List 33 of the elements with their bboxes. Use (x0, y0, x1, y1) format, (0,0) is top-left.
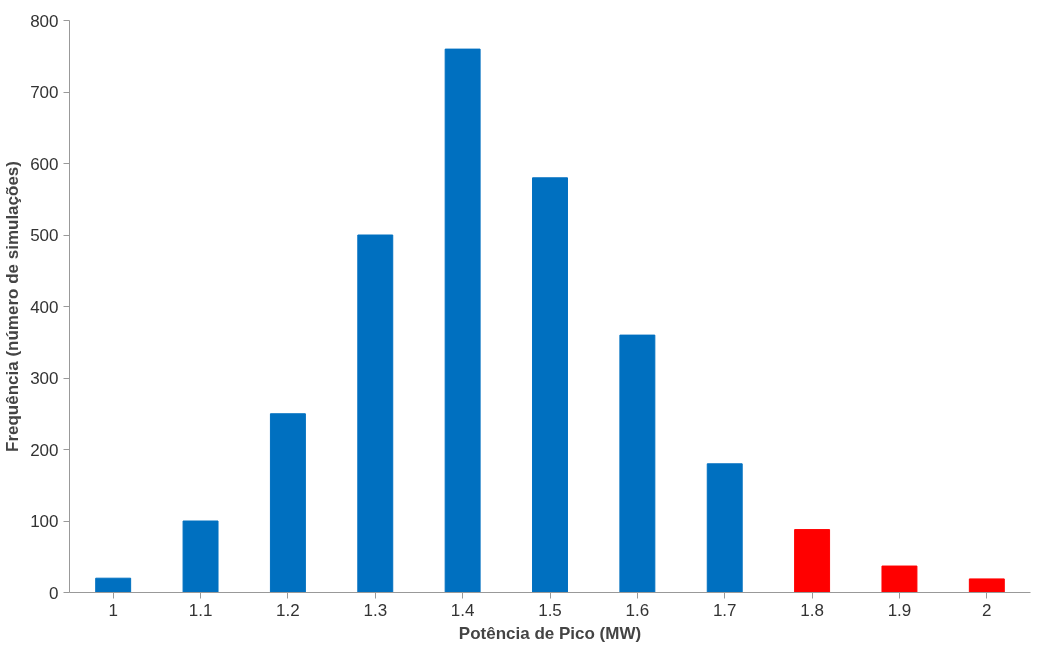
y-tick-label: 0 (49, 583, 59, 603)
x-tick-label: 1.6 (625, 600, 650, 620)
x-tick-label: 1.4 (450, 600, 475, 620)
y-tick-label: 800 (30, 11, 59, 31)
bar (794, 529, 831, 593)
x-tick-label: 1.3 (363, 600, 388, 620)
x-tick-label: 1.7 (712, 600, 737, 620)
bar (968, 578, 1005, 593)
y-tick-label: 200 (30, 440, 59, 460)
y-tick-label: 500 (30, 226, 59, 245)
bar (269, 413, 306, 593)
bar (444, 48, 481, 593)
x-axis-title: Potência de Pico (MW) (458, 623, 642, 643)
bar (619, 334, 656, 593)
bar (532, 177, 568, 593)
bar (706, 463, 743, 593)
bar (357, 234, 394, 593)
x-tick-label: 1.1 (188, 600, 213, 620)
x-tick-label: 1.2 (276, 600, 300, 620)
y-tick-label: 600 (30, 154, 59, 174)
x-tick-label: 1.5 (538, 600, 562, 620)
bar (95, 577, 132, 593)
x-tick-label: 1 (108, 600, 118, 620)
y-axis-title: Frequência (número de simulações) (3, 161, 23, 452)
y-tick-label: 300 (30, 369, 59, 388)
bar (182, 520, 219, 593)
x-tick-label: 1.8 (800, 600, 824, 620)
y-tick-label: 700 (30, 83, 59, 102)
y-tick-label: 100 (30, 512, 59, 531)
x-tick-label: 1.9 (887, 600, 912, 620)
x-tick-label: 2 (982, 600, 992, 620)
bar (881, 565, 918, 593)
y-tick-label: 400 (30, 297, 59, 317)
